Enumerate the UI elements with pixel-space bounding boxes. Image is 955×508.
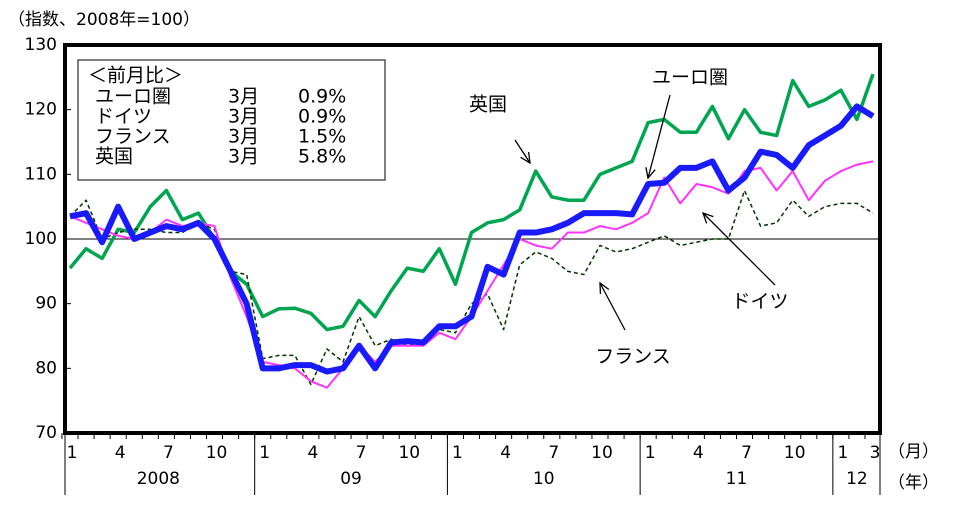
series-line: [69, 189, 874, 386]
year-label: 11: [726, 469, 748, 489]
x-tick-label: 4: [115, 443, 126, 463]
legend-cell: 5.8%: [298, 146, 346, 168]
annotation-label: ドイツ: [731, 291, 788, 313]
x-tick-label: 7: [548, 443, 559, 463]
annotation-arrowhead: [520, 152, 531, 165]
y-tick-label: 120: [25, 100, 57, 120]
x-tick-label: 3: [870, 443, 881, 463]
x-tick-label: 4: [307, 443, 318, 463]
legend-cell: 3月: [228, 86, 259, 108]
x-tick-label: 1: [645, 443, 656, 463]
legend-cell: 3月: [228, 106, 259, 128]
annotation-arrowhead: [599, 281, 610, 295]
year-label: 12: [846, 469, 868, 489]
legend-cell: 1.5%: [298, 126, 346, 148]
annotation-label: 英国: [469, 94, 507, 116]
annotation-arrowhead: [645, 167, 656, 180]
x-tick-label: 4: [693, 443, 704, 463]
y-tick-label: 130: [25, 35, 57, 55]
legend-cell: ドイツ: [95, 106, 152, 128]
x-tick-label: 10: [591, 443, 613, 463]
legend-cell: 0.9%: [298, 106, 346, 128]
y-tick-label: 70: [35, 423, 57, 443]
year-unit-label: （年）: [888, 473, 939, 493]
series-line: [69, 160, 874, 389]
x-tick-label: 4: [500, 443, 511, 463]
x-tick-label: 7: [163, 443, 174, 463]
annotation-arrowhead: [701, 211, 714, 224]
year-label: 09: [340, 469, 362, 489]
x-tick-label: 10: [398, 443, 420, 463]
annotation-arrow: [702, 212, 776, 286]
legend-cell: ユーロ圏: [95, 86, 171, 108]
x-tick-label: 7: [356, 443, 367, 463]
legend-cell: フランス: [95, 126, 171, 148]
y-tick-label: 110: [25, 164, 57, 184]
series-line: [68, 73, 875, 332]
x-unit-label: （月）: [888, 442, 939, 462]
y-tick-label: 100: [25, 229, 57, 249]
annotation-arrow: [647, 94, 671, 179]
x-tick-label: 10: [784, 443, 806, 463]
series-line: [69, 103, 875, 375]
y-tick-label: 80: [35, 358, 57, 378]
legend-cell: 0.9%: [298, 86, 346, 108]
annotation-label: フランス: [595, 346, 671, 368]
year-label: 10: [533, 469, 555, 489]
legend-title: ＜前月比＞: [88, 65, 183, 87]
x-tick-label: 1: [452, 443, 463, 463]
legend-box: [77, 59, 386, 181]
annotation-label: ユーロ圏: [652, 67, 728, 89]
y-axis-label: （指数、2008年=100）: [8, 10, 200, 30]
x-tick-label: 1: [259, 443, 270, 463]
plot-frame: [63, 43, 882, 435]
year-label: 2008: [137, 469, 180, 489]
legend-cell: 3月: [228, 126, 259, 148]
legend-cell: 英国: [95, 146, 133, 168]
x-tick-label: 7: [741, 443, 752, 463]
annotation-arrow: [514, 139, 531, 164]
x-tick-label: 10: [206, 443, 228, 463]
x-tick-label: 1: [67, 443, 78, 463]
legend-cell: 3月: [228, 146, 259, 168]
y-tick-label: 90: [35, 294, 57, 314]
x-tick-label: 1: [837, 443, 848, 463]
annotation-arrow: [599, 282, 626, 331]
